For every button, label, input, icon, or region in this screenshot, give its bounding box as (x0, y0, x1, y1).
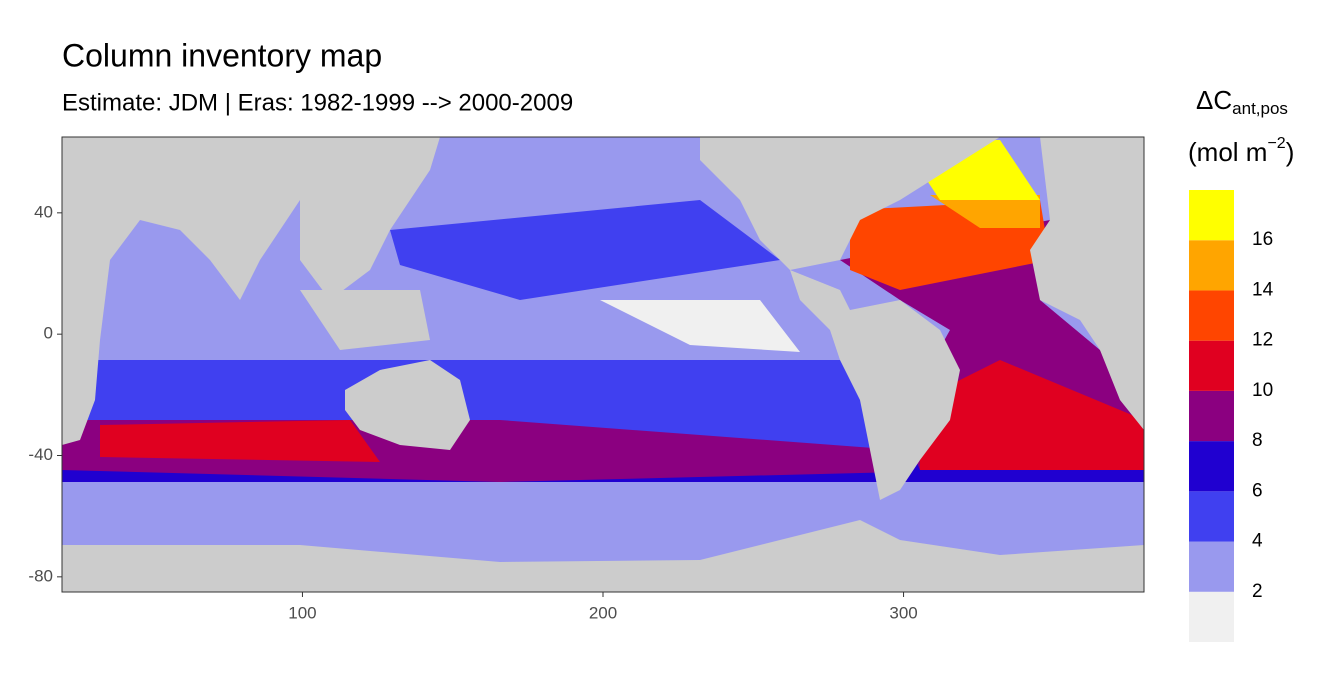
map (61, 136, 1145, 593)
y-tick-label: -80 (28, 566, 53, 585)
ocean-band (600, 300, 800, 352)
land (700, 137, 1000, 270)
legend-label: 8 (1252, 430, 1263, 451)
legend-label: 6 (1252, 480, 1263, 501)
chart-title: Column inventory map (62, 37, 382, 73)
y-tick-label: 40 (34, 202, 53, 221)
ocean-band (920, 360, 1144, 470)
legend-swatch (1189, 190, 1234, 241)
land (790, 270, 960, 500)
ocean-band (100, 420, 380, 462)
legend-swatch (1189, 591, 1234, 642)
legend-unit-main: (mol m (1188, 137, 1267, 167)
land (1030, 137, 1144, 430)
legend-title-main: ΔC (1196, 85, 1232, 115)
legend-label: 14 (1252, 279, 1274, 300)
legend-swatch (1189, 441, 1234, 492)
legend-title-sub: ant,pos (1232, 99, 1288, 118)
x-tick-label: 200 (589, 603, 617, 622)
legend-unit: (mol m−2) (1188, 135, 1294, 167)
legend-label: 10 (1252, 380, 1273, 401)
chart-subtitle: Estimate: JDM | Eras: 1982-1999 --> 2000… (62, 89, 573, 116)
legend-swatch (1189, 340, 1234, 391)
land (345, 360, 470, 450)
legend-label: 16 (1252, 229, 1273, 250)
legend-label: 12 (1252, 330, 1273, 351)
y-tick-label: 0 (44, 324, 53, 343)
legend-label: 2 (1252, 581, 1263, 602)
y-tick-label: -40 (28, 445, 53, 464)
land (62, 520, 1144, 592)
x-tick-label: 100 (288, 603, 316, 622)
x-tick-label: 300 (889, 603, 917, 622)
legend-unit-end: ) (1286, 137, 1295, 167)
land (200, 137, 440, 300)
ocean-band (930, 195, 1040, 228)
land (62, 137, 300, 445)
legend-unit-sup: −2 (1267, 135, 1285, 152)
land (300, 290, 430, 350)
legend-swatch (1189, 290, 1234, 341)
legend-swatch (1189, 240, 1234, 291)
legend-swatch (1189, 541, 1234, 592)
legend-label: 4 (1252, 531, 1263, 552)
legend-title: ΔCant,pos (1196, 85, 1288, 119)
legend-swatch (1189, 491, 1234, 542)
ocean-band (390, 200, 780, 300)
legend-swatch (1189, 390, 1234, 442)
land (62, 137, 1144, 592)
